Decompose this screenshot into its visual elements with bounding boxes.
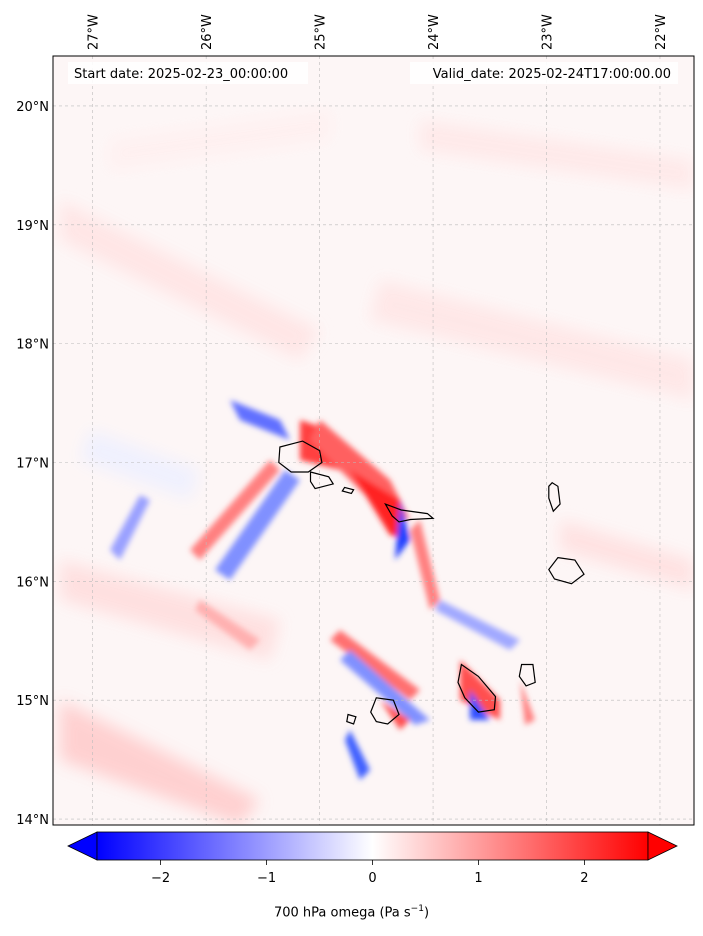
lat-tick-label: 15°N (16, 694, 49, 709)
latitude-labels: 20°N 19°N 18°N 17°N 16°N 15°N 14°N (16, 100, 49, 828)
island-outline (548, 481, 561, 513)
omega-field-weak (60, 110, 694, 825)
colorbar-tick-label: −2 (151, 871, 170, 886)
coastlines (278, 440, 585, 725)
start-date-label: Start date: 2025-02-23_00:00:00 (74, 67, 288, 82)
lat-tick-label: 18°N (16, 338, 49, 353)
map-area (53, 56, 694, 825)
colorbar-tick-label: 2 (580, 871, 588, 886)
island-outline (370, 697, 400, 725)
valid-date-box (410, 62, 678, 84)
valid-date-label: Valid_date: 2025-02-24T17:00:00.00 (433, 67, 671, 82)
island-outline (384, 502, 435, 523)
lat-tick-label: 19°N (16, 219, 49, 234)
island-outline (346, 713, 357, 725)
lat-tick-label: 14°N (16, 813, 49, 828)
colorbar-ticks: −2 −1 0 1 2 (151, 860, 589, 886)
lon-tick-label: 23°W (541, 14, 556, 50)
lon-tick-label: 26°W (200, 14, 215, 50)
colorbar-label: 700 hPa omega (Pa s−1) (273, 904, 430, 921)
lat-tick-label: 16°N (16, 575, 49, 590)
lon-tick-label: 24°W (427, 14, 442, 50)
island-outline (309, 471, 335, 490)
island-outline (518, 663, 536, 687)
longitude-labels: 27°W 26°W 25°W 24°W 23°W 22°W (87, 14, 669, 50)
colorbar: −2 −1 0 1 2 (67, 831, 678, 886)
gridlines (53, 56, 694, 825)
lon-tick-label: 25°W (314, 14, 329, 50)
lat-tick-label: 17°N (16, 456, 49, 471)
colorbar-tick-label: −1 (257, 871, 276, 886)
colorbar-tick-label: 1 (474, 871, 482, 886)
colorbar-extend-low (67, 831, 98, 861)
island-outline (341, 486, 355, 495)
island-outline (457, 663, 497, 713)
lat-tick-label: 20°N (16, 100, 49, 115)
start-date-box (68, 62, 308, 84)
lon-tick-label: 22°W (654, 14, 669, 50)
colorbar-tick-label: 0 (368, 871, 376, 886)
omega-field-strong (110, 400, 535, 780)
map-frame (52, 55, 695, 826)
colorbar-extend-high (647, 831, 678, 861)
island-outline (278, 440, 323, 473)
colorbar-body (96, 831, 649, 861)
lon-tick-label: 27°W (87, 14, 102, 50)
map-background (53, 56, 694, 825)
island-outline (548, 556, 585, 585)
